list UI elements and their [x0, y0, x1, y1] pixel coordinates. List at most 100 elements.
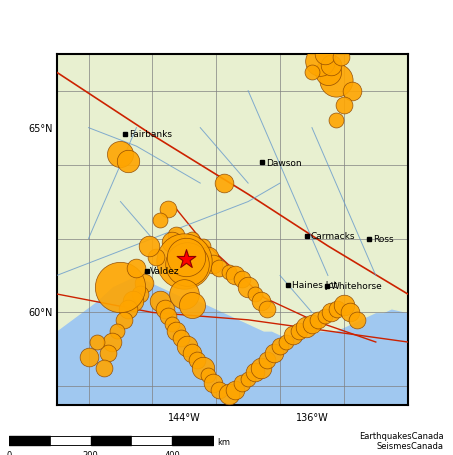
Text: km: km [217, 437, 230, 446]
Point [251, 291, 258, 298]
Point [181, 291, 188, 298]
Point [114, 328, 121, 335]
Point [184, 261, 191, 268]
Point [85, 354, 92, 361]
Point [295, 328, 303, 335]
Point [125, 305, 132, 313]
Text: Haines Jct: Haines Jct [292, 281, 337, 289]
Text: Carmacks: Carmacks [311, 232, 355, 241]
Text: 136°W: 136°W [295, 412, 328, 422]
Point [117, 151, 124, 158]
Text: Fairbanks: Fairbanks [129, 130, 172, 139]
Point [276, 342, 284, 349]
Point [209, 379, 217, 386]
Point [289, 331, 296, 339]
Point [165, 206, 172, 213]
Point [193, 250, 201, 258]
Point [120, 317, 127, 324]
Point [136, 291, 143, 298]
Point [101, 364, 108, 372]
Text: 65°N: 65°N [29, 123, 53, 133]
Point [321, 51, 328, 58]
Point [117, 283, 124, 291]
Point [251, 368, 258, 375]
Point [238, 379, 246, 386]
Point [245, 283, 252, 291]
Point [188, 302, 196, 309]
Point [152, 254, 159, 261]
Point [245, 375, 252, 383]
Point [257, 298, 265, 305]
Point [205, 372, 212, 379]
Point [188, 235, 196, 243]
Point [221, 180, 228, 187]
Point [165, 313, 172, 320]
Point [324, 70, 332, 77]
Point [109, 339, 116, 346]
Point [184, 342, 191, 349]
Point [257, 364, 265, 372]
Point [315, 317, 322, 324]
Text: 0: 0 [6, 450, 12, 455]
Text: 60°N: 60°N [29, 308, 53, 318]
Point [216, 265, 223, 272]
Point [178, 247, 185, 254]
Point [200, 364, 207, 372]
Point [104, 350, 111, 357]
Point [173, 328, 180, 335]
Point [133, 265, 140, 272]
Text: EarthquakesCanada
SeismesCanada: EarthquakesCanada SeismesCanada [359, 431, 444, 450]
Point [188, 350, 196, 357]
Point [182, 254, 189, 261]
Point [216, 387, 223, 394]
Point [328, 62, 335, 69]
Text: 200: 200 [83, 450, 98, 455]
Text: 144°W: 144°W [168, 412, 201, 422]
Point [145, 243, 153, 250]
Point [332, 117, 339, 125]
Point [337, 55, 344, 62]
Point [181, 258, 188, 265]
Point [162, 305, 169, 313]
Point [302, 324, 309, 331]
Point [125, 158, 132, 165]
Point [168, 239, 175, 246]
Text: Dawson: Dawson [266, 158, 302, 167]
Point [173, 232, 180, 239]
Point [308, 70, 316, 77]
Point [225, 390, 232, 398]
Point [328, 309, 335, 316]
Polygon shape [57, 55, 408, 339]
Point [334, 305, 341, 313]
Point [200, 243, 207, 250]
Point [332, 77, 339, 84]
Text: Ross: Ross [373, 235, 394, 244]
Point [348, 88, 356, 95]
Text: 400: 400 [164, 450, 180, 455]
Point [264, 305, 271, 313]
Point [232, 272, 239, 279]
Point [184, 254, 191, 261]
Point [182, 256, 189, 263]
Point [321, 313, 328, 320]
Point [316, 58, 323, 66]
Point [264, 357, 271, 364]
Point [238, 276, 246, 283]
Point [205, 254, 212, 261]
Point [141, 280, 148, 287]
Point [308, 320, 316, 328]
Point [157, 217, 164, 224]
Point [178, 335, 185, 342]
Point [193, 357, 201, 364]
Point [340, 302, 347, 309]
Polygon shape [57, 239, 408, 405]
Point [353, 317, 360, 324]
Text: Whitehorse: Whitehorse [330, 282, 382, 291]
Point [209, 261, 217, 268]
Point [93, 339, 100, 346]
Point [270, 350, 277, 357]
Point [168, 320, 175, 328]
Point [340, 102, 347, 110]
Point [232, 387, 239, 394]
Point [283, 339, 290, 346]
